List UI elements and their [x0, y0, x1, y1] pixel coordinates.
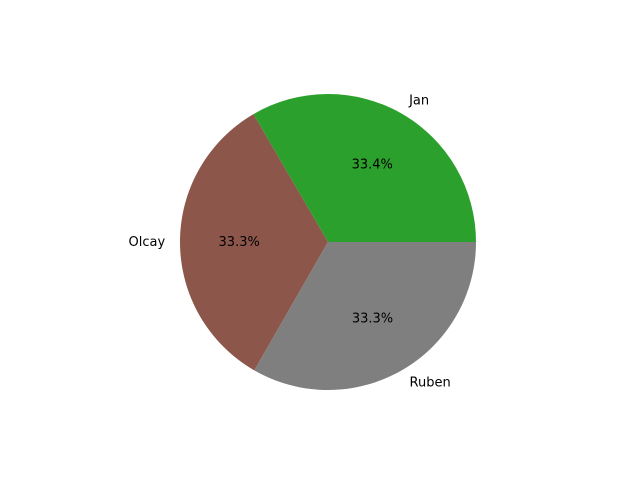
pie-slice-olcay	[179, 114, 328, 371]
slice-label-jan: Jan	[408, 93, 429, 108]
slice-label-ruben: Ruben	[410, 375, 451, 390]
slice-label-olcay: Olcay	[129, 235, 166, 250]
slice-pct-label-ruben: 33.3%	[352, 311, 393, 326]
pie-slice-ruben	[254, 242, 476, 391]
slices-layer	[179, 93, 477, 391]
pie-slice-jan	[253, 93, 477, 242]
slice-pct-label-jan: 33.4%	[352, 158, 393, 173]
labels-layer: Jan 33.4% Olcay 33.3% Ruben 33.3%	[129, 93, 451, 390]
slice-pct-label-olcay: 33.3%	[219, 235, 260, 250]
